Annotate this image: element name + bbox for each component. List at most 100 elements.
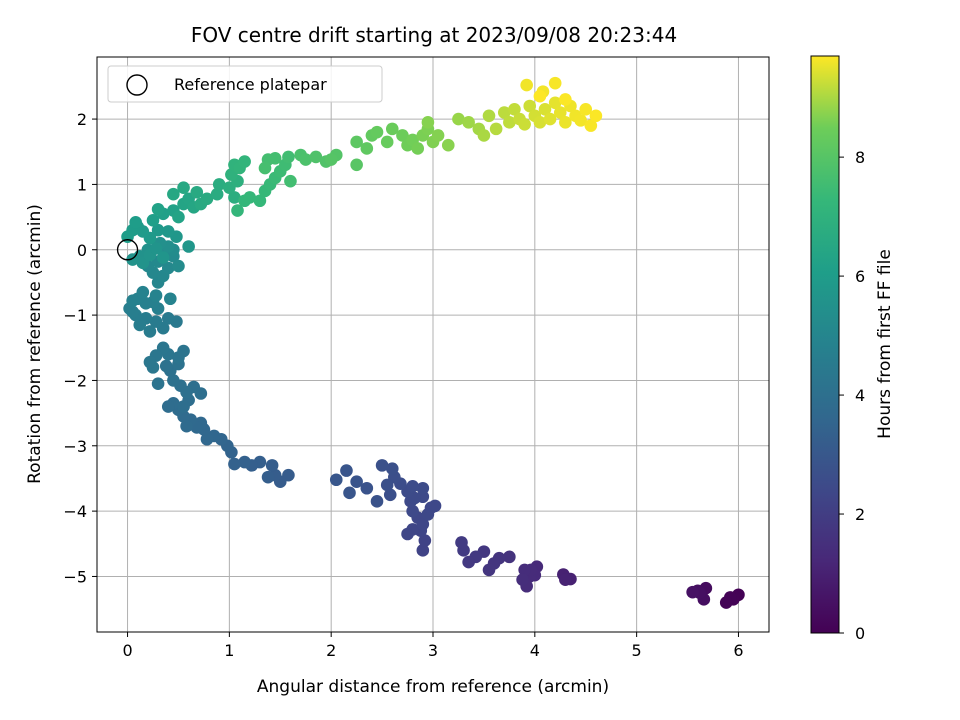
data-point (462, 555, 475, 569)
y-tick-label: 0 (77, 241, 87, 260)
data-point (385, 122, 399, 136)
data-point (518, 118, 531, 131)
x-tick-label: 4 (530, 641, 540, 660)
data-point (452, 112, 465, 126)
y-axis-label: Rotation from reference (arcmin) (25, 204, 45, 484)
data-point (584, 119, 598, 132)
data-point (143, 355, 157, 369)
data-point (401, 527, 414, 541)
data-point (406, 479, 419, 493)
data-point (523, 99, 537, 113)
data-point (282, 150, 295, 164)
y-tick-label: 1 (77, 175, 87, 194)
data-point (151, 377, 165, 391)
data-point (360, 481, 374, 495)
data-point (309, 150, 323, 164)
data-point (143, 325, 157, 338)
data-point (559, 116, 572, 129)
data-point (416, 517, 430, 531)
x-tick-label: 1 (224, 641, 234, 660)
data-point (231, 204, 244, 217)
colorbar-label: Hours from first FF file (875, 249, 895, 439)
y-tick-label: −5 (63, 567, 87, 586)
data-point (212, 178, 226, 191)
data-point (200, 432, 214, 446)
data-point (177, 400, 190, 413)
data-point (380, 135, 394, 149)
data-point (719, 596, 733, 609)
legend-entry-reference: Reference platepar (174, 75, 327, 94)
data-point (406, 504, 419, 518)
x-tick-label: 3 (428, 641, 438, 660)
x-axis-ticks: 0 1 2 3 4 5 6 (122, 632, 744, 660)
colorbar-tick-label: 2 (855, 505, 865, 524)
data-point (385, 462, 399, 475)
data-point (164, 292, 177, 306)
data-point (149, 315, 163, 328)
data-point (261, 470, 275, 484)
data-point (520, 78, 533, 92)
chart-title: FOV centre drift starting at 2023/09/08 … (191, 23, 677, 47)
data-point (180, 419, 193, 433)
data-point (559, 93, 572, 106)
data-point (129, 216, 142, 229)
data-point (161, 261, 175, 275)
data-point (370, 125, 384, 139)
data-point (258, 161, 272, 175)
data-point (146, 214, 160, 227)
data-point (360, 142, 374, 155)
data-point (508, 102, 521, 116)
y-tick-label: −1 (63, 306, 87, 325)
data-point (431, 129, 445, 142)
data-point (159, 359, 173, 373)
data-point (350, 135, 363, 149)
points-layer (121, 76, 745, 609)
data-point (151, 223, 165, 237)
data-point (416, 544, 430, 557)
data-point (172, 259, 185, 273)
data-point (574, 114, 587, 127)
data-point (172, 210, 185, 224)
reference-platepar-marker (116, 239, 139, 261)
data-point (543, 112, 557, 126)
y-axis-ticks: −5 −4 −3 −2 −1 0 1 2 (63, 110, 97, 586)
data-point (503, 550, 516, 564)
data-point (228, 191, 241, 204)
data-point (200, 192, 214, 206)
data-point (482, 109, 496, 123)
colorbar-tick-label: 6 (855, 267, 865, 286)
data-point (441, 138, 455, 152)
data-point (324, 153, 338, 166)
data-point (533, 116, 547, 129)
data-point (228, 457, 241, 471)
data-point (149, 289, 163, 302)
x-tick-label: 0 (122, 641, 132, 660)
data-point (477, 129, 491, 142)
data-point (370, 495, 384, 508)
legend-marker-reference (126, 74, 148, 96)
data-point (380, 478, 394, 492)
data-point (516, 573, 529, 587)
data-point (396, 129, 409, 142)
data-point (299, 153, 313, 166)
data-point (177, 181, 190, 194)
data-point (497, 106, 511, 119)
data-point (411, 142, 425, 155)
data-point (538, 102, 552, 116)
data-point (428, 499, 442, 513)
data-point (559, 573, 572, 587)
y-tick-label: −3 (63, 437, 87, 456)
data-point (190, 185, 204, 199)
data-point (284, 174, 297, 188)
data-point (167, 374, 180, 387)
colorbar-tick-label: 8 (855, 148, 865, 167)
data-point (548, 96, 562, 110)
data-point (161, 312, 175, 325)
data-point (455, 536, 468, 549)
data-point (548, 76, 562, 90)
x-tick-label: 2 (326, 641, 336, 660)
data-point (350, 475, 363, 489)
data-point (126, 294, 139, 308)
colorbar-tick-label: 0 (855, 624, 865, 643)
